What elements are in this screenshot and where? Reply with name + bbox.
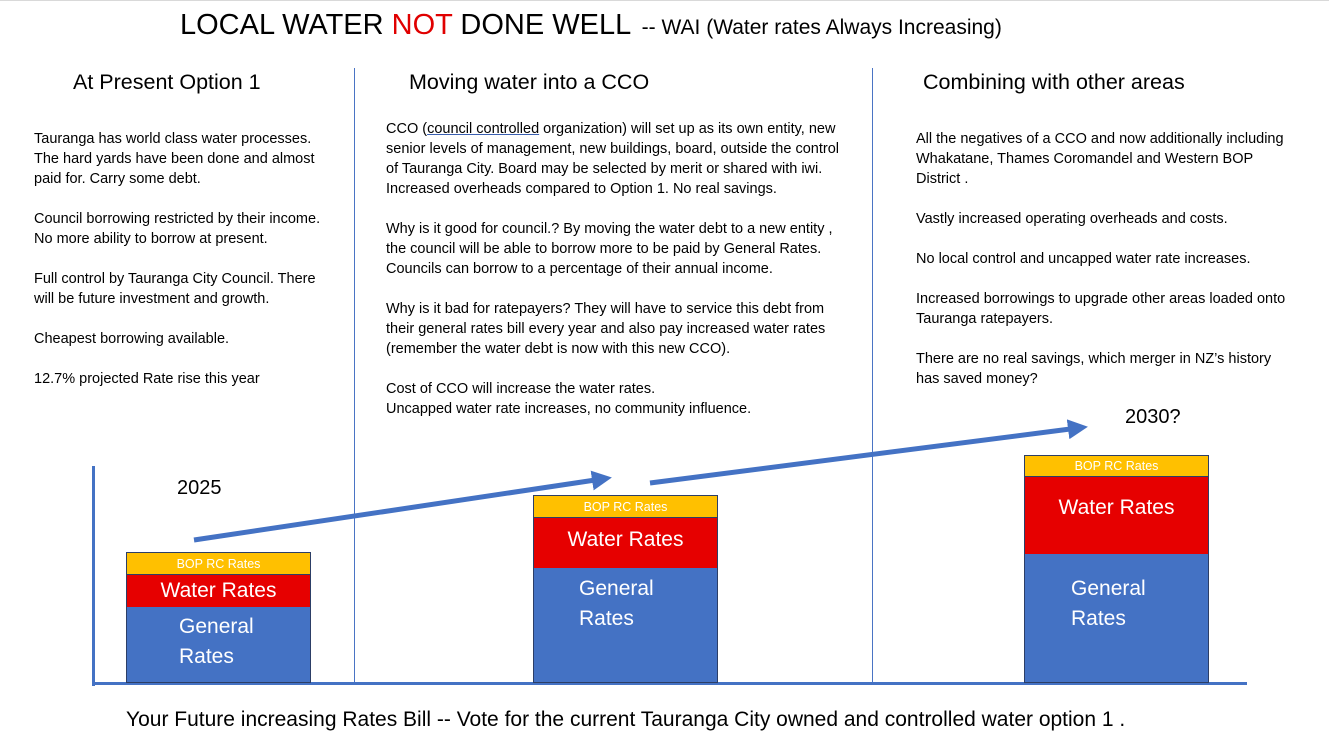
general-rates-segment: General Rates bbox=[127, 607, 310, 682]
arrow-to-combined bbox=[649, 419, 1088, 486]
general-rates-line-2: Rates bbox=[179, 645, 234, 668]
title-main-after: DONE WELL bbox=[452, 9, 632, 41]
column-heading-combining: Combining with other areas bbox=[923, 70, 1185, 94]
water-rates-segment: Water Rates bbox=[1025, 477, 1208, 554]
cco-last-line-2: Uncapped water rate increases, no commun… bbox=[386, 401, 752, 417]
general-rates-line-2: Rates bbox=[1071, 607, 1126, 630]
column-divider-1 bbox=[354, 68, 355, 683]
general-rates-line-1: General bbox=[1071, 577, 1146, 600]
cco-p1-pre: CCO ( bbox=[386, 121, 428, 137]
combining-paragraph: No local control and uncapped water rate… bbox=[916, 251, 1251, 267]
year-end-label: 2030? bbox=[1125, 406, 1181, 428]
general-rates-line-2: Rates bbox=[579, 607, 634, 630]
water-rates-segment: Water Rates bbox=[534, 518, 717, 568]
column-present-text: Tauranga has world class water processes… bbox=[34, 129, 334, 409]
cco-paragraph: Why is it bad for ratepayers? They will … bbox=[386, 301, 826, 357]
general-rates-segment: General Rates bbox=[534, 568, 717, 682]
column-heading-present: At Present Option 1 bbox=[73, 70, 261, 94]
column-divider-2 bbox=[872, 68, 873, 683]
bop-rc-segment: BOP RC Rates bbox=[534, 496, 717, 518]
general-rates-label: General Rates bbox=[179, 612, 289, 672]
rates-bar-present: BOP RC Rates Water Rates General Rates bbox=[126, 552, 311, 683]
cco-paragraph: Why is it good for council.? By moving t… bbox=[386, 221, 833, 277]
council-controlled-link: council controlled bbox=[427, 121, 540, 137]
top-border bbox=[0, 0, 1329, 1]
general-rates-segment: General Rates bbox=[1025, 554, 1208, 682]
cco-last-line-1: Cost of CCO will increase the water rate… bbox=[386, 381, 656, 397]
present-paragraph: Full control by Tauranga City Council. T… bbox=[34, 271, 316, 307]
rates-bar-cco: BOP RC Rates Water Rates General Rates bbox=[533, 495, 718, 683]
cco-paragraph: Cost of CCO will increase the water rate… bbox=[386, 379, 841, 419]
column-cco-text: CCO (council controlled organization) wi… bbox=[386, 119, 841, 419]
bop-rc-segment: BOP RC Rates bbox=[1025, 456, 1208, 477]
arrow-to-cco bbox=[193, 470, 612, 543]
present-paragraph: 12.7% projected Rate rise this year bbox=[34, 371, 260, 387]
title-main-red: NOT bbox=[391, 9, 453, 41]
year-start-label: 2025 bbox=[177, 477, 222, 499]
cco-p1-post: organization) will set up as its own ent… bbox=[386, 121, 839, 197]
column-combining-text: All the negatives of a CCO and now addit… bbox=[916, 129, 1286, 409]
bop-rc-segment: BOP RC Rates bbox=[127, 553, 310, 575]
general-rates-label: General Rates bbox=[1071, 574, 1181, 634]
page-title: LOCAL WATER NOT DONE WELL -- WAI (Water … bbox=[180, 9, 1002, 42]
combining-paragraph: Vastly increased operating overheads and… bbox=[916, 211, 1228, 227]
general-rates-line-1: General bbox=[579, 577, 654, 600]
present-paragraph: Cheapest borrowing available. bbox=[34, 331, 230, 347]
chart-x-axis bbox=[92, 682, 1247, 685]
present-paragraph: Tauranga has world class water processes… bbox=[34, 131, 315, 187]
present-paragraph: Council borrowing restricted by their in… bbox=[34, 211, 321, 247]
footer-call-to-action: Your Future increasing Rates Bill -- Vot… bbox=[126, 708, 1126, 731]
column-heading-cco: Moving water into a CCO bbox=[409, 70, 650, 94]
combining-paragraph: There are no real savings, which merger … bbox=[916, 351, 1272, 387]
general-rates-label: General Rates bbox=[579, 574, 689, 634]
rates-bar-combined: BOP RC Rates Water Rates General Rates bbox=[1024, 455, 1209, 683]
combining-paragraph: Increased borrowings to upgrade other ar… bbox=[916, 291, 1286, 327]
combining-paragraph: All the negatives of a CCO and now addit… bbox=[916, 131, 1284, 187]
title-main-before: LOCAL WATER bbox=[180, 9, 392, 41]
cco-paragraph: CCO (council controlled organization) wi… bbox=[386, 119, 841, 199]
chart-y-axis bbox=[92, 466, 95, 686]
title-subtitle: -- WAI (Water rates Always Increasing) bbox=[641, 16, 1002, 39]
water-rates-segment: Water Rates bbox=[127, 575, 310, 607]
general-rates-line-1: General bbox=[179, 615, 254, 638]
